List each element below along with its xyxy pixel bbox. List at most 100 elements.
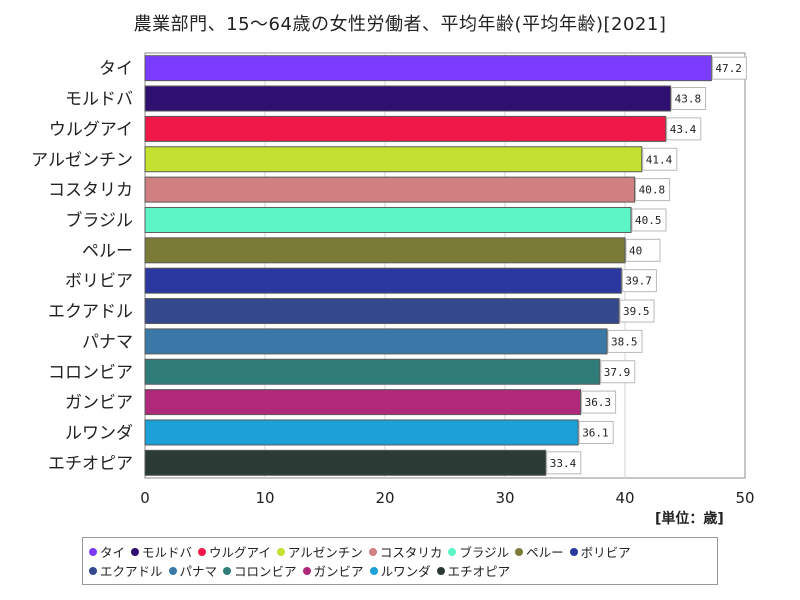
legend-item: エクアドル	[89, 561, 163, 580]
data-label: 36.1	[582, 426, 609, 439]
category-label: ルワンダ	[65, 423, 133, 443]
bar	[144, 358, 601, 385]
category-label: パナマ	[82, 332, 133, 352]
data-label-box	[578, 420, 614, 444]
legend-label: アルゼンチン	[287, 545, 363, 560]
bar	[144, 449, 547, 476]
bar	[144, 206, 632, 233]
category-label: コスタリカ	[48, 181, 133, 201]
bar	[144, 298, 620, 325]
bar	[144, 328, 608, 355]
data-label: 40.5	[635, 214, 662, 227]
bar	[144, 419, 579, 446]
data-label: 43.8	[675, 93, 702, 106]
category-label: エクアドル	[48, 302, 133, 322]
data-label: 40.8	[639, 184, 666, 197]
data-label-box	[642, 147, 678, 171]
legend-swatch	[131, 547, 140, 556]
data-label: 40	[629, 244, 642, 257]
data-label-box	[607, 329, 643, 353]
legend-swatch	[168, 566, 177, 575]
data-label: 38.5	[611, 335, 638, 348]
legend-swatch	[302, 566, 311, 575]
legend-item: コロンビア	[223, 561, 297, 580]
legend-label: エチオピア	[447, 564, 511, 579]
data-label: 39.5	[623, 305, 650, 318]
legend-swatch	[569, 547, 578, 556]
bar	[144, 55, 712, 82]
legend-label: モルドバ	[142, 545, 193, 560]
legend-item: エチオピア	[436, 561, 511, 580]
legend-label: タイ	[100, 545, 126, 560]
legend-swatch	[436, 566, 445, 575]
category-label: モルドバ	[65, 90, 133, 110]
data-label-box	[631, 208, 667, 232]
legend-label: ブラジル	[459, 545, 510, 560]
data-label-box	[546, 451, 582, 475]
legend-item: ボリビア	[569, 542, 631, 561]
legend-label: パナマ	[179, 564, 218, 579]
legend-label: ルワンダ	[380, 564, 431, 579]
bar	[144, 146, 643, 173]
legend-item: ガンビア	[302, 561, 364, 580]
data-label: 41.4	[646, 153, 673, 166]
legend-item: ペルー	[515, 542, 564, 561]
legend-item: ウルグアイ	[198, 542, 271, 561]
data-label: 43.4	[670, 123, 697, 136]
x-tick-label: 10	[255, 489, 274, 507]
legend-label: ボリビア	[580, 545, 631, 560]
legend-item: コスタリカ	[368, 542, 443, 561]
legend-swatch	[369, 566, 378, 575]
legend-swatch	[89, 566, 97, 575]
data-label: 39.7	[625, 275, 652, 288]
category-label: ブラジル	[65, 210, 133, 231]
legend-label: ウルグアイ	[209, 545, 271, 560]
legend-label: エクアドル	[100, 564, 163, 579]
legend-swatch	[276, 547, 285, 556]
legend-swatch	[515, 547, 524, 556]
legend-swatch	[448, 547, 457, 556]
x-tick-label: 20	[375, 489, 394, 507]
legend-item: ブラジル	[448, 542, 509, 561]
legend-label: コスタリカ	[379, 545, 443, 560]
data-label-box	[635, 178, 671, 202]
bar	[144, 85, 672, 112]
data-label-box	[619, 299, 655, 323]
legend-item: モルドバ	[131, 542, 192, 561]
legend-item: ルワンダ	[369, 561, 431, 580]
data-label-box	[600, 360, 636, 384]
bar	[144, 115, 667, 142]
legend-swatch	[223, 566, 232, 575]
legend-label: ガンビア	[313, 564, 364, 579]
legend-item: アルゼンチン	[276, 542, 363, 561]
bar	[144, 267, 622, 294]
data-label-box	[621, 269, 657, 293]
x-tick-label: 30	[495, 489, 514, 507]
category-label: ペルー	[82, 241, 133, 261]
data-label-box	[666, 117, 702, 141]
chart-title: 農業部門、15～64歳の女性労働者、平均年齢(平均年齢)[2021]	[133, 14, 667, 35]
category-label: ボリビア	[65, 272, 133, 292]
data-label: 33.4	[550, 457, 577, 470]
data-label-box	[711, 56, 747, 80]
data-label-box	[671, 87, 707, 111]
legend-item: パナマ	[168, 561, 218, 580]
x-tick-label: 40	[615, 489, 634, 507]
category-label: エチオピア	[48, 454, 133, 474]
category-label: アルゼンチン	[31, 150, 133, 170]
category-label: タイ	[99, 59, 133, 79]
legend-label: ペルー	[526, 545, 564, 560]
category-label: ウルグアイ	[49, 120, 133, 140]
data-label: 36.3	[585, 396, 612, 409]
category-label: コロンビア	[48, 363, 133, 383]
category-label: ガンビア	[65, 393, 133, 413]
unit-label: [単位：歳]	[655, 511, 724, 527]
bar	[144, 389, 582, 416]
data-label: 37.9	[604, 366, 631, 379]
data-label-box	[581, 390, 617, 414]
bar	[144, 237, 626, 264]
legend-swatch	[198, 547, 207, 556]
chart-legend: タイ モルドバ ウルグアイ アルゼンチン コスタリカ ブラジル ペルー ボリビアエクアドル パナ…	[82, 537, 718, 585]
x-tick-label: 0	[140, 489, 150, 507]
